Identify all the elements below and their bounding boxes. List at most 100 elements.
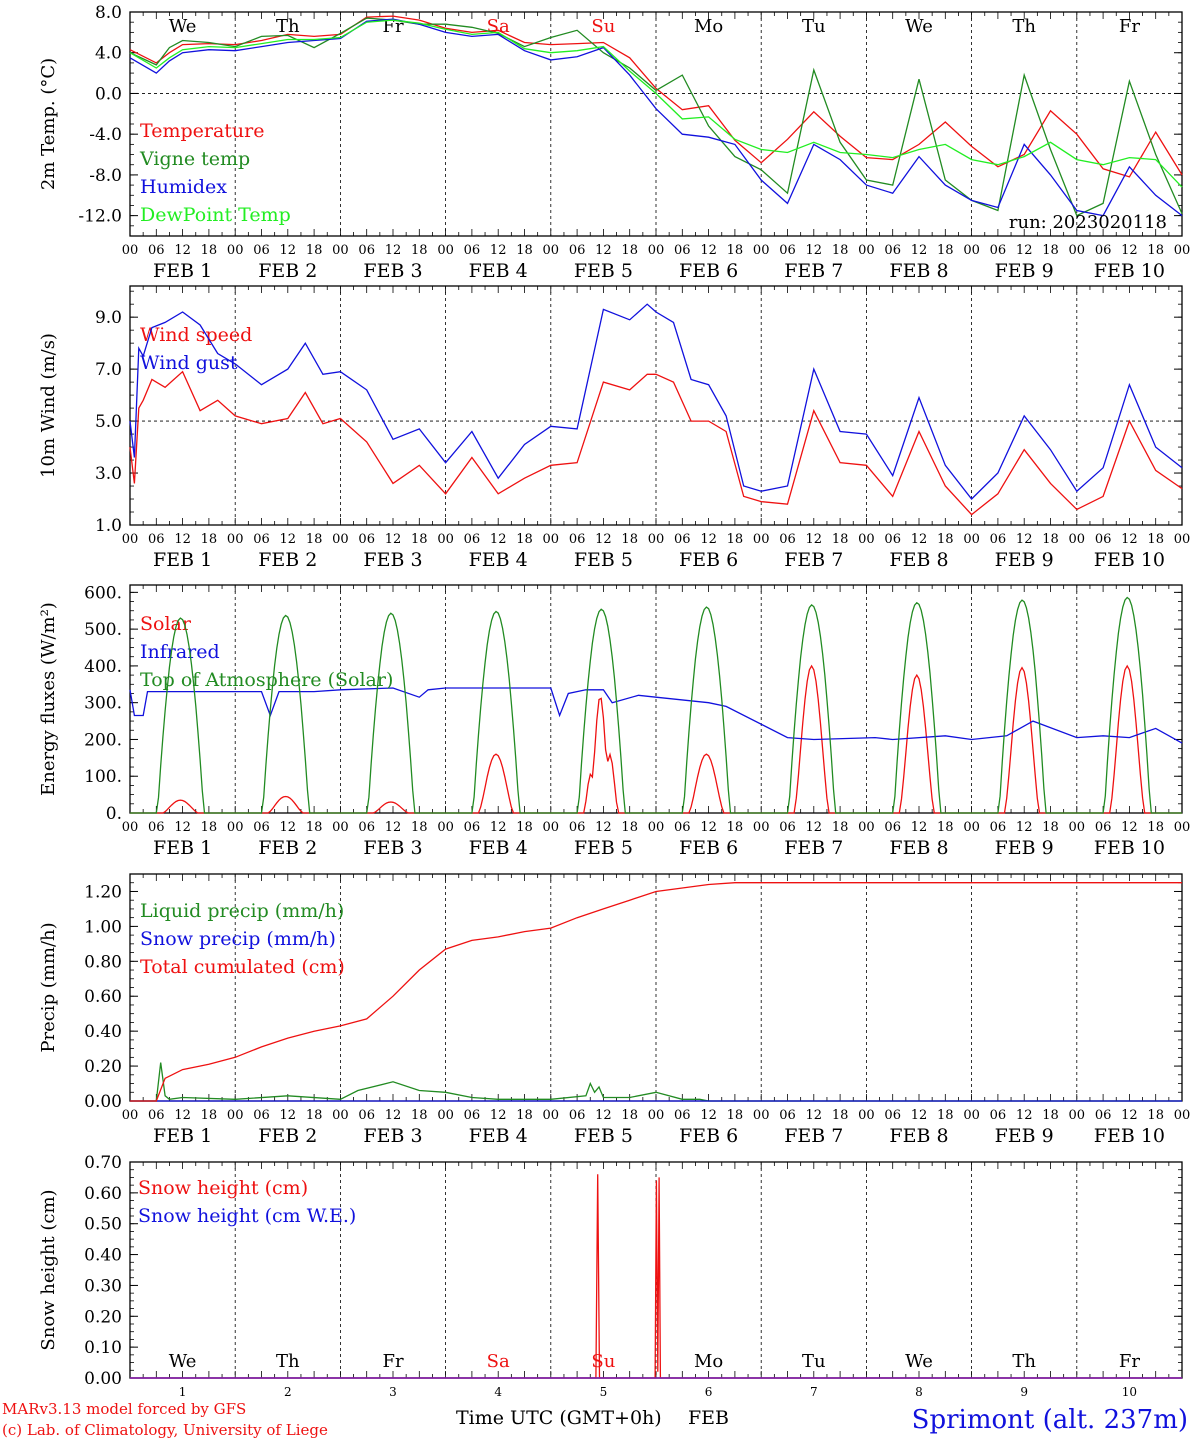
date-label: FEB 5: [574, 549, 633, 571]
x-tick-label: 06: [253, 820, 270, 835]
x-tick-label: 00: [122, 820, 139, 835]
x-tick-label: 06: [464, 243, 481, 258]
series-line-snow-height-cm-: [130, 1174, 1182, 1379]
x-tick-label: 12: [490, 1108, 507, 1123]
x-tick-label: 18: [832, 243, 849, 258]
date-label: FEB 5: [574, 837, 633, 859]
x-tick-label: 18: [201, 532, 218, 547]
y-tick-label: 0.00: [84, 1369, 122, 1389]
day-name: Tu: [802, 1351, 826, 1372]
y-tick-label: 0.20: [84, 1057, 122, 1077]
x-tick-label: 06: [464, 532, 481, 547]
y-tick-label: 0.10: [84, 1338, 122, 1358]
x-tick-label: 06: [990, 1108, 1007, 1123]
x-tick-label: 18: [516, 243, 533, 258]
x-tick-label: 12: [490, 820, 507, 835]
x-tick-label: 18: [937, 1108, 954, 1123]
date-label: FEB 9: [995, 1125, 1054, 1147]
day-number: 10: [1122, 1385, 1137, 1399]
date-label: FEB 5: [574, 260, 633, 282]
x-tick-label: 12: [595, 532, 612, 547]
date-label: FEB 7: [784, 1125, 843, 1147]
x-tick-label: 12: [1121, 532, 1138, 547]
x-tick-label: 06: [569, 820, 586, 835]
x-tick-label: 00: [227, 243, 244, 258]
series-line-dewpoint-temp: [129, 19, 1183, 188]
day-name: We: [169, 1351, 197, 1372]
x-tick-label: 00: [332, 1108, 349, 1123]
x-tick-label: 06: [358, 243, 375, 258]
day-number: 6: [705, 1385, 713, 1399]
x-tick-label: 06: [1095, 532, 1112, 547]
x-tick-label: 06: [1095, 243, 1112, 258]
x-tick-label: 00: [1174, 1108, 1191, 1123]
x-tick-label: 00: [437, 1108, 454, 1123]
day-number: 9: [1020, 1385, 1028, 1399]
date-label: FEB 5: [574, 1125, 633, 1147]
x-tick-label: 12: [385, 532, 402, 547]
x-tick-label: 00: [543, 243, 560, 258]
legend-entry: Liquid precip (mm/h): [140, 900, 344, 922]
plot-frame: [129, 11, 1183, 237]
date-label: FEB 1: [153, 837, 212, 859]
panel-3: 600. 500. 400. 300. 200. 100. 0. Energy fluxes …: [38, 583, 1190, 859]
legend-entry: DewPoint Temp: [140, 204, 291, 226]
x-tick-label: 12: [1121, 1108, 1138, 1123]
date-label: FEB 1: [153, 260, 212, 282]
date-label: FEB 6: [679, 837, 738, 859]
x-tick-label: 12: [1016, 820, 1033, 835]
x-tick-label: 12: [1016, 532, 1033, 547]
x-tick-label: 00: [437, 820, 454, 835]
x-tick-label: 00: [753, 532, 770, 547]
x-tick-label: 12: [174, 820, 191, 835]
day-name: Th: [276, 1351, 300, 1372]
legend-entry: Humidex: [140, 176, 227, 198]
x-tick-label: 00: [858, 820, 875, 835]
x-tick-label: 18: [621, 532, 638, 547]
x-tick-label: 00: [227, 532, 244, 547]
y-tick-label: -4.0: [89, 125, 122, 145]
y-tick-label: 400.: [84, 657, 122, 677]
y-tick-label: 8.0: [95, 3, 122, 23]
day-name: Tu: [802, 16, 826, 37]
day-name: Mo: [694, 16, 723, 37]
date-label: FEB 3: [363, 549, 422, 571]
y-axis-title: 10m Wind (m/s): [38, 333, 59, 478]
date-label: FEB 6: [679, 260, 738, 282]
date-label: FEB 4: [469, 1125, 528, 1147]
x-tick-label: 06: [253, 243, 270, 258]
x-tick-label: 18: [937, 243, 954, 258]
x-tick-label: 06: [884, 820, 901, 835]
y-tick-label: 0.30: [84, 1276, 122, 1296]
x-tick-label: 18: [727, 1108, 744, 1123]
date-label: FEB 9: [995, 837, 1054, 859]
x-tick-label: 12: [280, 1108, 297, 1123]
x-tick-label: 00: [963, 532, 980, 547]
x-tick-label: 18: [411, 820, 428, 835]
x-tick-label: 18: [937, 820, 954, 835]
date-label: FEB 10: [1094, 549, 1165, 571]
y-axis-title: Precip (mm/h): [38, 922, 59, 1052]
date-label: FEB 9: [995, 260, 1054, 282]
y-tick-label: 0.60: [84, 1184, 122, 1204]
date-label: FEB 8: [889, 837, 948, 859]
x-tick-label: 18: [201, 820, 218, 835]
x-tick-label: 06: [464, 820, 481, 835]
x-tick-label: 06: [253, 532, 270, 547]
x-tick-label: 18: [1042, 820, 1059, 835]
series-line-vigne-temp: [129, 17, 1183, 217]
x-tick-label: 12: [1016, 243, 1033, 258]
x-tick-label: 00: [227, 820, 244, 835]
day-name: Fr: [382, 1351, 403, 1372]
y-tick-label: -8.0: [89, 166, 122, 186]
x-tick-label: 06: [358, 820, 375, 835]
date-label: FEB 8: [889, 549, 948, 571]
legend-entry: Top of Atmosphere (Solar): [140, 669, 393, 691]
x-tick-label: 12: [280, 243, 297, 258]
date-label: FEB 2: [258, 1125, 317, 1147]
x-tick-label: 00: [648, 243, 665, 258]
x-tick-label: 18: [1042, 532, 1059, 547]
x-tick-label: 12: [700, 820, 717, 835]
x-tick-label: 12: [700, 532, 717, 547]
series-line-wind-gust: [129, 303, 1183, 500]
